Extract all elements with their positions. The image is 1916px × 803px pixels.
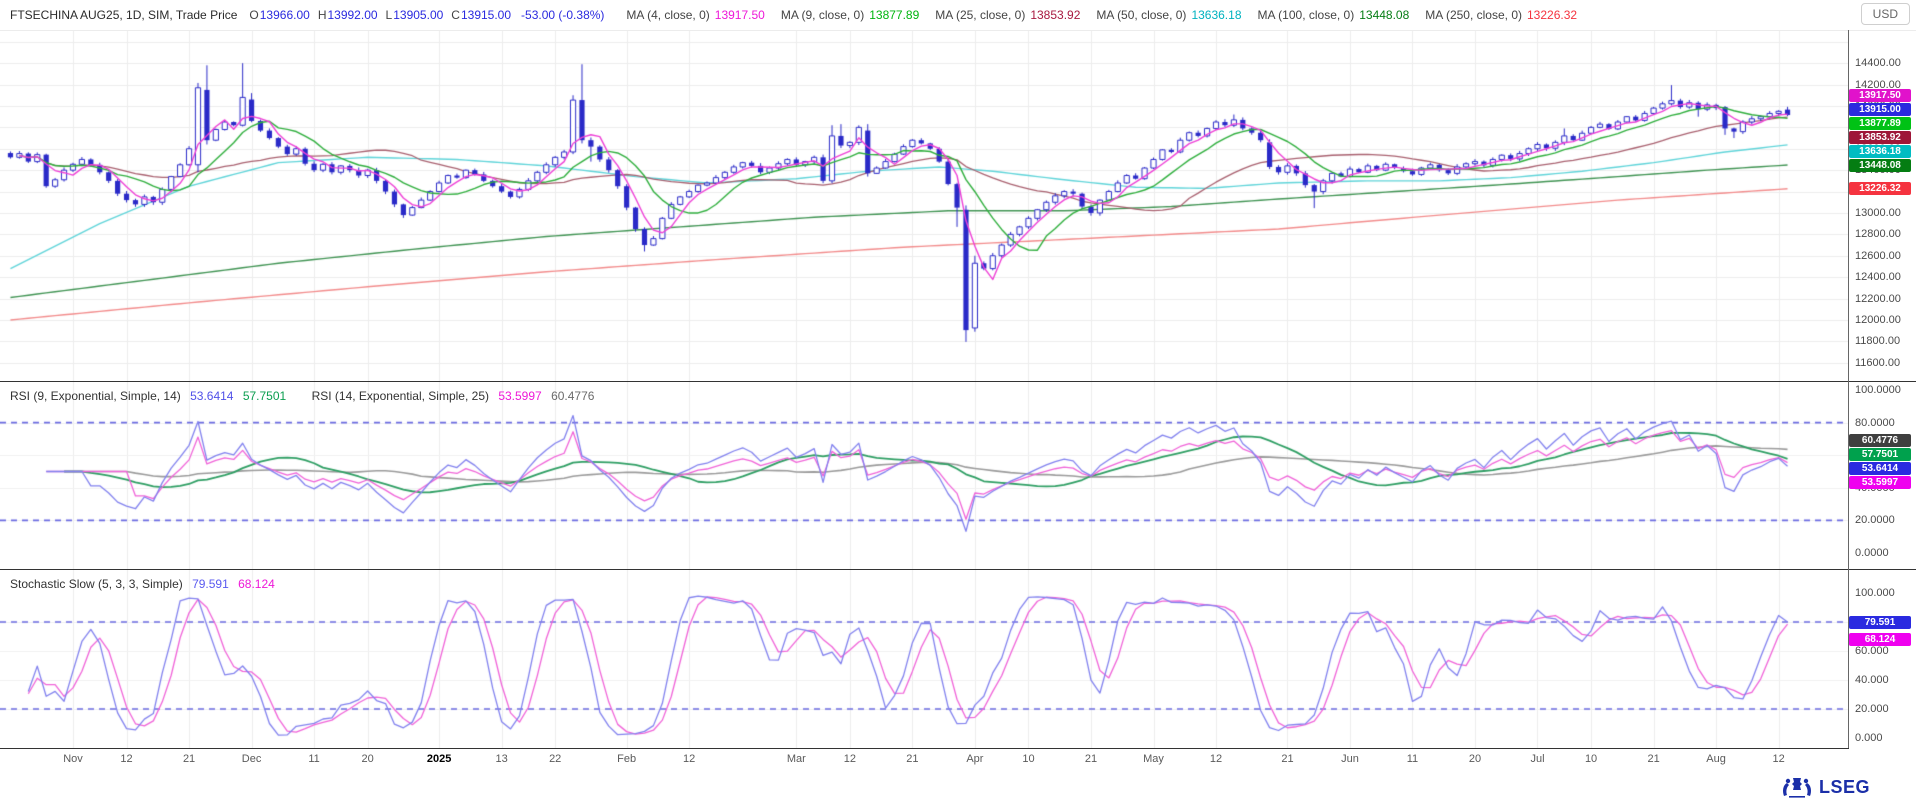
- time-axis-label: 12: [1772, 753, 1785, 765]
- axis-label: 20.000: [1855, 703, 1889, 715]
- time-axis-label: 10: [1584, 753, 1598, 765]
- time-axis-label: 2025: [426, 753, 452, 765]
- time-axis-label: 21: [906, 753, 919, 765]
- time-axis-label: 20: [1468, 753, 1482, 765]
- time-axis-label: 11: [1406, 753, 1419, 765]
- axis-value-badge: 13636.18: [1849, 144, 1911, 158]
- lseg-logo: LSEG: [1780, 775, 1870, 799]
- axis-label: 0.000: [1855, 732, 1883, 744]
- ohlc-low: L13905.00: [385, 8, 444, 22]
- axis-label: 20.0000: [1855, 514, 1895, 527]
- lseg-logo-text: LSEG: [1818, 776, 1870, 797]
- rsi-panel-canvas[interactable]: [0, 382, 1848, 569]
- time-axis-label: 12: [120, 753, 133, 765]
- axis-label: 12400.00: [1855, 271, 1901, 284]
- time-axis-label: 20: [361, 753, 374, 765]
- time-axis-label: Mar: [786, 753, 806, 765]
- axis-label: 13000.00: [1855, 206, 1901, 219]
- axis-label: 100.000: [1855, 587, 1895, 599]
- ohlc-open: O13966.00: [249, 8, 310, 22]
- rsi-panel-header: RSI (9, Exponential, Simple, 14) 53.6414…: [10, 389, 595, 403]
- lseg-crest-icon: [1782, 778, 1811, 798]
- axis-label: 60.000: [1855, 645, 1889, 657]
- time-axis-label: Jul: [1530, 753, 1545, 765]
- time-axis-border: [0, 748, 1849, 749]
- price-axis-border: [1848, 30, 1849, 748]
- axis-value-badge: 13448.08: [1849, 158, 1911, 172]
- time-axis-label: 22: [549, 753, 562, 765]
- time-axis-label: Dec: [241, 753, 262, 765]
- ma4-legend: MA (4, close, 0) 13917.50: [626, 8, 765, 22]
- stoch-panel-header: Stochastic Slow (5, 3, 3, Simple) 79.591…: [10, 577, 275, 591]
- axis-label: 100.0000: [1855, 384, 1901, 396]
- ohlc-high: H13992.00: [317, 8, 378, 22]
- time-axis-label: 12: [1209, 753, 1223, 765]
- time-axis-label: 21: [1084, 753, 1098, 765]
- time-axis-label: Jun: [1341, 753, 1359, 765]
- chart-legend-bar: FTSECHINA AUG25, 1D, SIM, Trade Price O1…: [0, 0, 1916, 30]
- axis-value-badge: 13917.50: [1849, 88, 1911, 102]
- axis-label: 12000.00: [1855, 313, 1901, 326]
- axis-value-badge: 13877.89: [1849, 116, 1911, 130]
- axis-label: 14400.00: [1855, 57, 1901, 70]
- time-axis-label: Apr: [966, 753, 984, 765]
- time-axis-label: Aug: [1706, 753, 1726, 765]
- axis-value-badge: 79.591: [1849, 616, 1911, 630]
- ma50-legend: MA (50, close, 0) 13636.18: [1096, 8, 1242, 22]
- change-value: -53.00 (-0.38%): [521, 8, 605, 22]
- time-axis-label: Feb: [617, 753, 637, 765]
- axis-label: 0.0000: [1855, 547, 1889, 559]
- time-axis-label: 13: [495, 753, 508, 765]
- axis-label: 12600.00: [1855, 249, 1901, 262]
- time-axis-label: 11: [308, 753, 320, 765]
- price-rsi-separator[interactable]: [0, 381, 1916, 382]
- stoch-panel-canvas[interactable]: [0, 570, 1848, 748]
- instrument-title: FTSECHINA AUG25, 1D, SIM, Trade Price: [10, 8, 238, 22]
- axis-value-badge: 13915.00: [1849, 102, 1911, 116]
- time-axis-label: 21: [182, 753, 196, 765]
- time-axis-label: 21: [1647, 753, 1660, 765]
- time-axis-label: 21: [1281, 753, 1294, 765]
- axis-value-badge: 60.4776: [1849, 433, 1911, 447]
- axis-label: 12800.00: [1855, 228, 1901, 241]
- axis-label: 12200.00: [1855, 292, 1901, 305]
- axis-value-badge: 68.124: [1849, 632, 1911, 646]
- axis-label: 80.0000: [1855, 416, 1895, 429]
- rsi-stoch-separator[interactable]: [0, 569, 1916, 570]
- ma100-legend: MA (100, close, 0) 13448.08: [1257, 8, 1410, 22]
- axis-value-badge: 53.5997: [1849, 475, 1911, 489]
- time-axis-label: Nov: [63, 753, 83, 765]
- ma250-legend: MA (250, close, 0) 13226.32: [1425, 8, 1578, 22]
- time-axis-label: May: [1143, 753, 1164, 765]
- ma9-legend: MA (9, close, 0) 13877.89: [780, 8, 920, 22]
- axis-value-badge: 13226.32: [1849, 182, 1911, 196]
- axis-label: 11600.00: [1855, 356, 1901, 369]
- axis-value-badge: 13853.92: [1849, 130, 1911, 144]
- time-axis-label: 12: [683, 753, 696, 765]
- axis-label: 11800.00: [1855, 335, 1901, 348]
- currency-selector[interactable]: USD: [1860, 3, 1910, 25]
- time-axis-label: 10: [1022, 753, 1035, 765]
- ohlc-close: C13915.00: [451, 8, 512, 22]
- price-panel-canvas[interactable]: [0, 30, 1848, 382]
- axis-value-badge: 57.7501: [1849, 447, 1911, 461]
- ma25-legend: MA (25, close, 0) 13853.92: [935, 8, 1081, 22]
- time-axis-label: 12: [843, 753, 856, 765]
- axis-value-badge: 53.6414: [1849, 461, 1911, 475]
- axis-label: 40.000: [1855, 674, 1889, 686]
- axis-label: 14200.00: [1855, 78, 1901, 91]
